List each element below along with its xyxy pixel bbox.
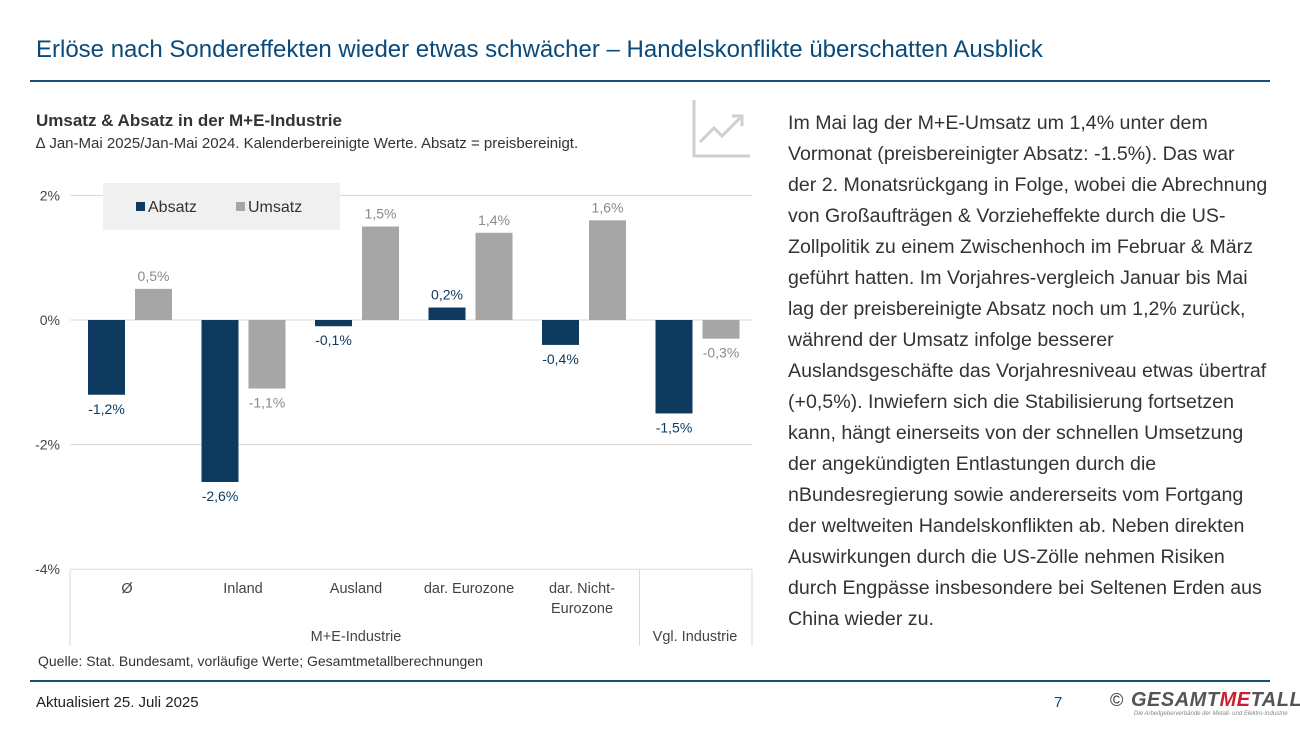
bar-absatz bbox=[88, 320, 125, 395]
bar-umsatz bbox=[248, 320, 286, 389]
data-label-absatz: -0,1% bbox=[315, 332, 352, 348]
legend-label-umsatz: Umsatz bbox=[248, 199, 302, 216]
category-label: Ausland bbox=[330, 581, 382, 597]
data-label-absatz: 0,2% bbox=[431, 287, 463, 303]
category-label: Eurozone bbox=[551, 601, 613, 617]
data-label-absatz: -2,6% bbox=[202, 488, 239, 504]
gesamtmetall-logo: GESAMTMETALL bbox=[1131, 689, 1300, 712]
data-label-umsatz: 0,5% bbox=[138, 268, 170, 284]
legend-label-absatz: Absatz bbox=[148, 199, 197, 216]
category-label: Ø bbox=[121, 581, 132, 597]
data-label-umsatz: -1,1% bbox=[249, 395, 286, 411]
category-label: Inland bbox=[223, 581, 263, 597]
chart-title: Umsatz & Absatz in der M+E-Industrie bbox=[36, 111, 342, 130]
logo-me: ME bbox=[1219, 689, 1251, 711]
commentary-text: Im Mai lag der M+E-Umsatz um 1,4% unter … bbox=[788, 112, 1268, 630]
data-label-absatz: -1,5% bbox=[656, 419, 693, 435]
data-label-umsatz: 1,4% bbox=[478, 212, 510, 228]
chart-subtitle: ∆ Jan-Mai 2025/Jan-Mai 2024. Kalenderber… bbox=[36, 135, 579, 152]
bar-umsatz bbox=[702, 320, 740, 339]
bar-absatz bbox=[428, 307, 466, 320]
copyright-symbol: © bbox=[1110, 690, 1124, 710]
page-number: 7 bbox=[1054, 694, 1063, 711]
logo-part: GESAMT bbox=[1131, 689, 1220, 711]
bar-umsatz bbox=[135, 288, 172, 320]
legend-swatch-umsatz bbox=[236, 202, 245, 211]
y-tick-label: -4% bbox=[35, 561, 60, 577]
title-divider bbox=[30, 80, 1270, 82]
bar-absatz bbox=[542, 320, 579, 345]
category-label: dar. Eurozone bbox=[424, 581, 514, 597]
bar-umsatz bbox=[589, 220, 626, 320]
group-label: M+E-Industrie bbox=[311, 629, 402, 645]
y-tick-label: 2% bbox=[40, 187, 60, 203]
y-tick-label: 0% bbox=[40, 312, 60, 328]
data-label-umsatz: 1,5% bbox=[365, 206, 397, 222]
category-label: dar. Nicht- bbox=[549, 581, 615, 597]
data-label-absatz: -1,2% bbox=[88, 401, 125, 417]
bar-absatz bbox=[655, 320, 693, 414]
chart-source: Quelle: Stat. Bundesamt, vorläufige Wert… bbox=[38, 653, 483, 669]
bar-umsatz bbox=[362, 226, 399, 320]
page-title: Erlöse nach Sondereffekten wieder etwas … bbox=[36, 36, 1043, 63]
bar-absatz bbox=[315, 320, 352, 327]
data-label-umsatz: 1,6% bbox=[592, 199, 624, 215]
logo-tagline: Die Arbeitgeberverbände der Metall- und … bbox=[1134, 711, 1288, 717]
data-label-absatz: -0,4% bbox=[542, 351, 579, 367]
logo-part: TALL bbox=[1250, 689, 1300, 711]
bar-absatz bbox=[201, 320, 239, 482]
updated-date: Aktualisiert 25. Juli 2025 bbox=[36, 694, 199, 711]
group-label: Vgl. Industrie bbox=[653, 629, 738, 645]
data-label-umsatz: -0,3% bbox=[703, 345, 740, 361]
y-tick-label: -2% bbox=[35, 437, 60, 453]
bar-umsatz bbox=[475, 232, 513, 320]
trend-chart-icon bbox=[690, 98, 752, 165]
legend-swatch-absatz bbox=[136, 202, 145, 211]
footer-divider bbox=[30, 680, 1270, 682]
